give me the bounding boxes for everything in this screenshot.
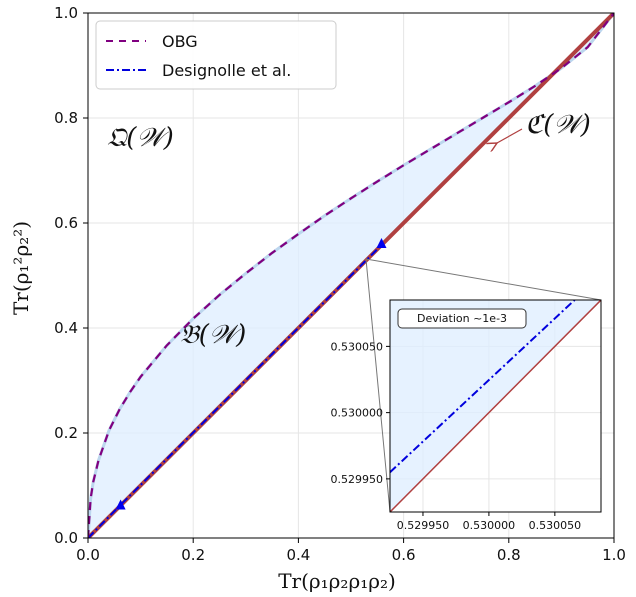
- x-tick-label: 0.8: [497, 546, 521, 564]
- triangle-marker: [115, 499, 126, 510]
- y-axis-label: Tr(ρ₁²ρ₂²): [9, 221, 33, 315]
- inset-x-tick-label: 0.530050: [529, 519, 582, 532]
- zoom-connector-upper: [365, 258, 602, 301]
- legend-box: [95, 20, 337, 90]
- x-tick-label: 1.0: [602, 546, 626, 564]
- y-tick-label: 0.8: [54, 109, 78, 127]
- inset-y-tick-label: 0.529950: [331, 473, 384, 486]
- y-tick-label: 0.4: [54, 319, 78, 337]
- main-ticks: 0.0 0.2 0.4 0.6 0.8 1.0 0.0 0.2 0.4 0.6 0.8 1.0: [54, 4, 626, 564]
- main-plot: [88, 13, 614, 538]
- inset-x-tick-label: 0.530000: [463, 519, 516, 532]
- region-label-classical: ℭ(𝒲): [525, 110, 591, 140]
- classical-arrow: [497, 128, 523, 143]
- obg-curve: [88, 13, 614, 538]
- deviation-label: Deviation ~1e-3: [417, 312, 507, 325]
- inset-axes: 0.529950 0.530000 0.530050 0.529950 0.530000…: [331, 299, 602, 532]
- inset-classical-line: [390, 300, 601, 512]
- y-tick-label: 0.0: [54, 529, 78, 547]
- region-label-quantum: 𝔔(𝒲): [107, 123, 174, 153]
- inset-ticks: 0.529950 0.530000 0.530050 0.529950 0.530000…: [331, 340, 582, 532]
- y-tick-label: 0.2: [54, 424, 78, 442]
- inset-y-tick-label: 0.530000: [331, 407, 384, 420]
- x-tick-label: 0.2: [181, 546, 205, 564]
- region-label-bell: 𝔅(𝒲): [180, 320, 246, 350]
- triangle-marker: [376, 238, 387, 248]
- x-tick-label: 0.0: [76, 546, 100, 564]
- x-tick-label: 0.6: [392, 546, 416, 564]
- inset-y-tick-label: 0.530050: [331, 340, 384, 353]
- x-tick-label: 0.4: [286, 546, 310, 564]
- x-axis-label: Tr(ρ₁ρ₂ρ₁ρ₂): [278, 569, 396, 593]
- plot-frame: [87, 12, 615, 539]
- zoom-connector-lower: [365, 258, 391, 513]
- legend-designolle-label: Designolle et al.: [162, 61, 291, 80]
- legend: OBG Designolle et al.: [95, 20, 337, 90]
- deviation-box: [397, 308, 527, 329]
- y-tick-label: 0.6: [54, 214, 78, 232]
- inset-frame: [389, 299, 602, 513]
- inset-designolle-line: [390, 300, 576, 473]
- y-tick-label: 1.0: [54, 4, 78, 22]
- inset-plot: [390, 300, 601, 512]
- legend-obg-label: OBG: [162, 32, 198, 51]
- inset-x-tick-label: 0.529950: [397, 519, 450, 532]
